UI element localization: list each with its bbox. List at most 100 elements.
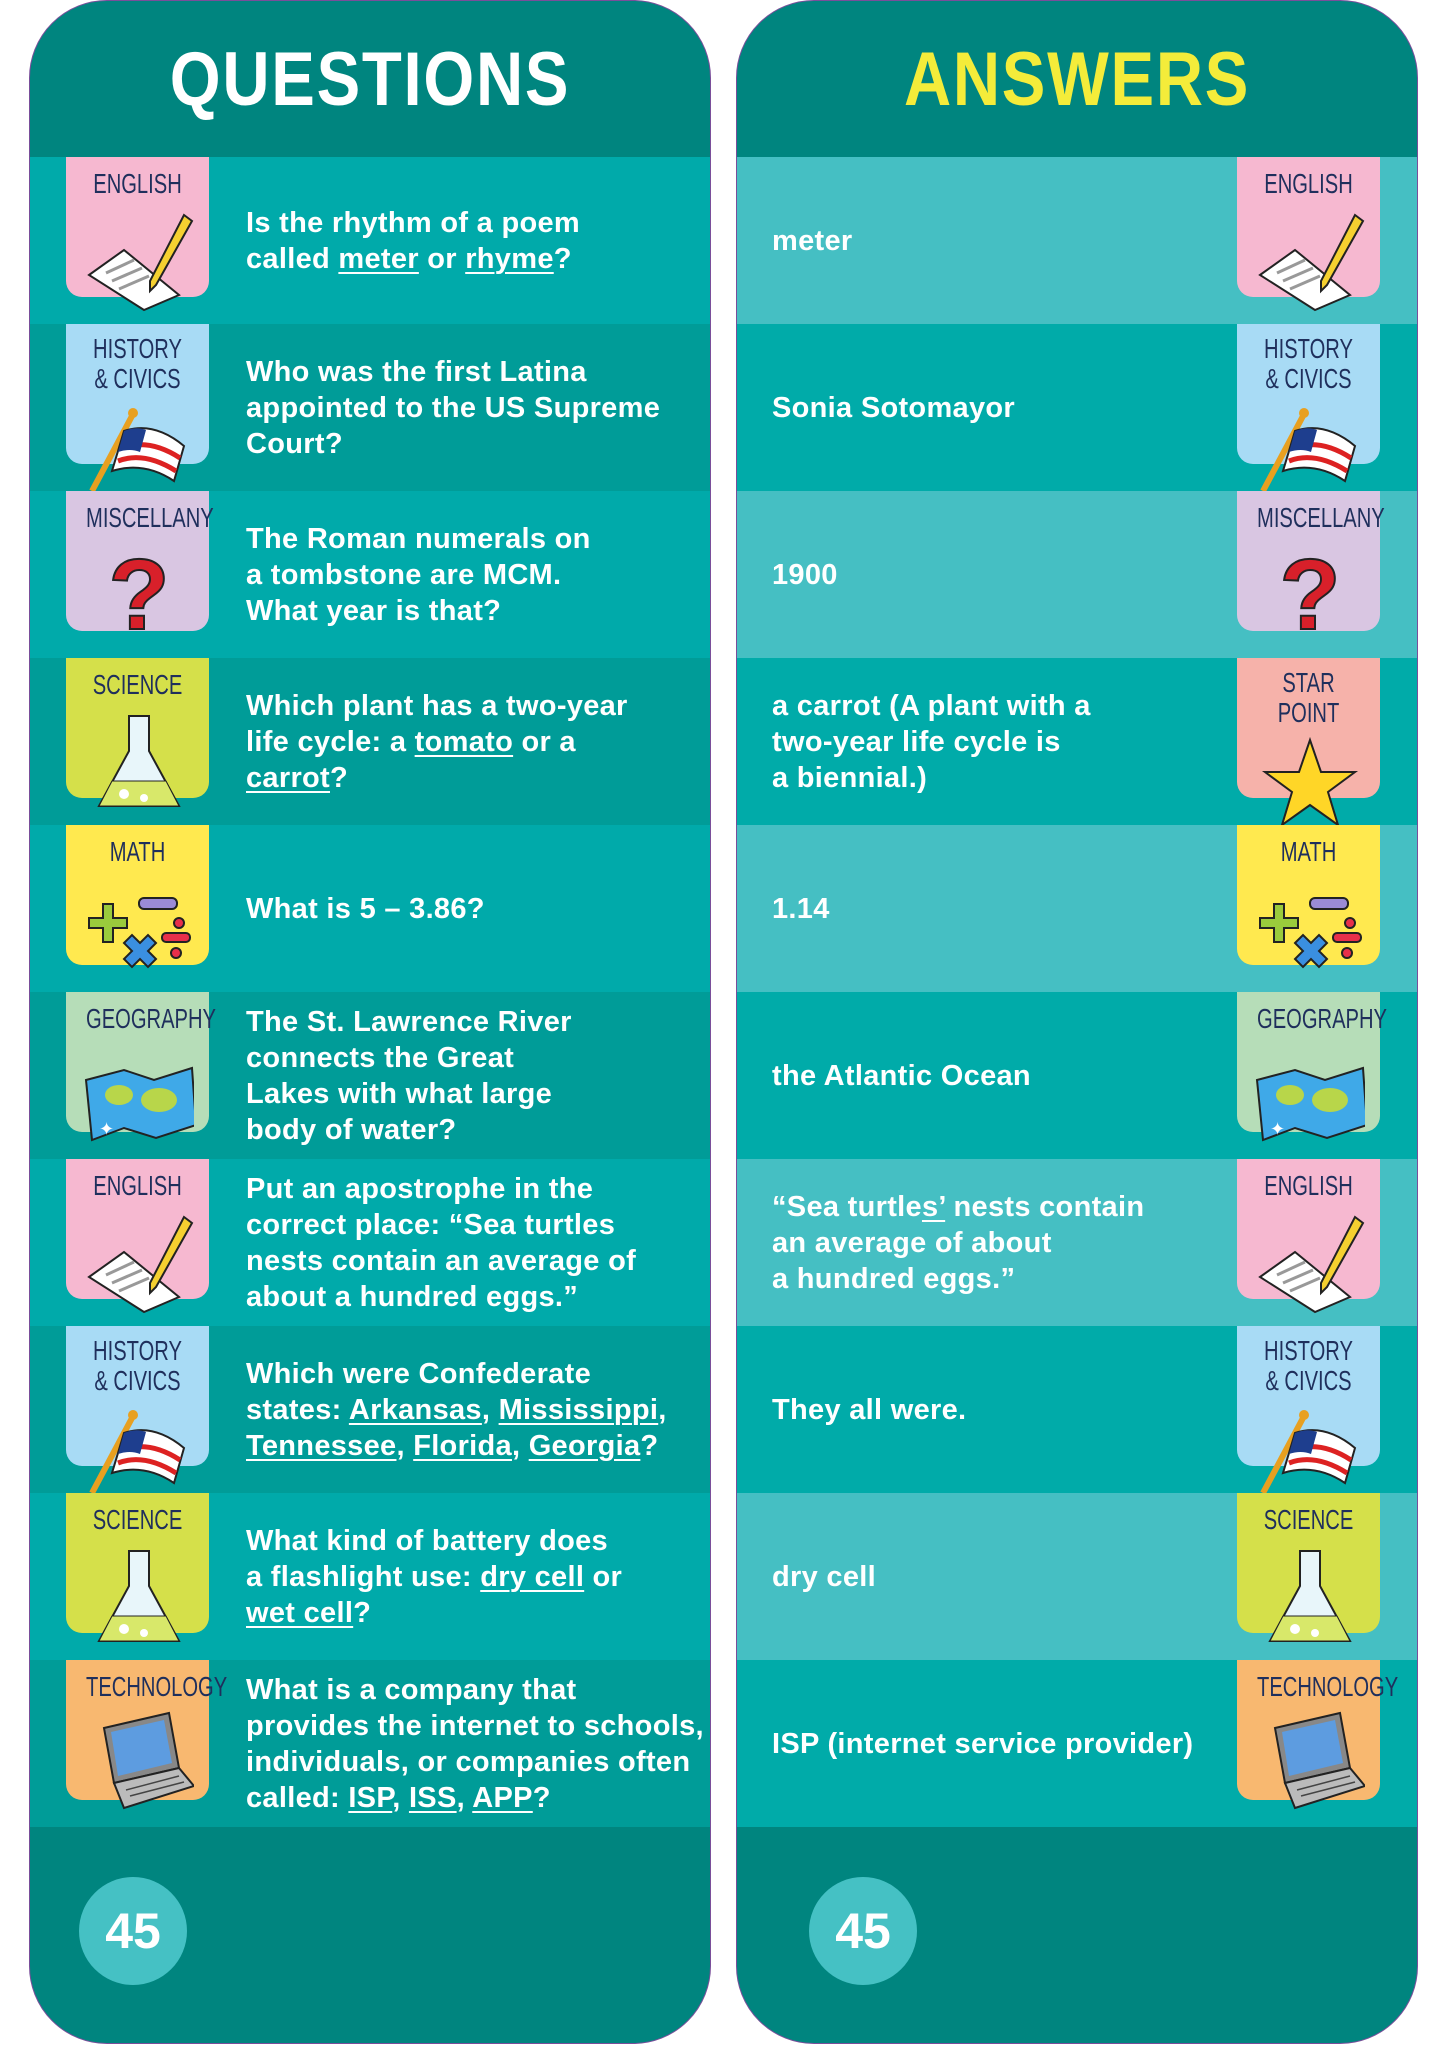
question-row: SCIENCE What kind of battery does a flashl…: [30, 1493, 710, 1660]
answer-row: GEOGRAPHY ✦ the Atlantic Ocean: [737, 992, 1417, 1159]
answer-row: HISTORY & CIVICS They all were.: [737, 1326, 1417, 1495]
category-badge-english: ENGLISH: [1237, 1159, 1380, 1314]
svg-text:✦: ✦: [1270, 1119, 1285, 1139]
answer-text: “Sea turtles’ nests contain an average of…: [772, 1189, 1144, 1297]
star-icon: [1261, 736, 1359, 828]
text-segment: Who was the first Latina: [246, 355, 587, 388]
answer-option: dry cell: [480, 1560, 585, 1593]
text-segment: ,: [392, 1781, 409, 1814]
category-label: HISTORY & CIVICS: [93, 333, 182, 394]
text-segment: life cycle: a: [246, 725, 415, 758]
text-segment: ,: [658, 1393, 667, 1426]
footer: 45: [30, 1827, 710, 2043]
category-label: ENGLISH: [1264, 168, 1353, 199]
text-segment: Sonia Sotomayor: [772, 391, 1015, 424]
world-map-icon: ✦: [1255, 1066, 1365, 1142]
answer-option: ISP: [348, 1781, 393, 1814]
text-segment: a biennial.): [772, 761, 928, 794]
category-label: MATH: [109, 836, 166, 867]
questions-title: QUESTIONS: [169, 36, 571, 122]
text-segment: ,: [511, 1429, 529, 1462]
us-flag-icon: [1260, 408, 1357, 493]
us-flag-icon: [89, 408, 186, 493]
question-row: SCIENCE Which plant has a two-year life cy…: [30, 658, 710, 825]
category-label: HISTORY & CIVICS: [1264, 333, 1353, 394]
text-segment: the Atlantic Ocean: [772, 1059, 1031, 1092]
category-label: SCIENCE: [92, 669, 183, 700]
math-symbols-icon: [1259, 897, 1362, 969]
text-segment: ISP (internet service provider): [772, 1727, 1194, 1760]
text-segment: provides the internet to schools,: [246, 1709, 704, 1742]
answer-option: Mississippi: [498, 1393, 659, 1426]
text-segment: What is a company that: [246, 1673, 577, 1706]
text-segment: Court?: [246, 427, 343, 460]
text-segment: a carrot (A plant with a: [772, 689, 1091, 722]
category-label: GEOGRAPHY: [86, 1003, 216, 1034]
category-badge-history: HISTORY & CIVICS: [66, 324, 209, 493]
text-segment: connects the Great: [246, 1041, 515, 1074]
answer-row: MISCELLANY? 1900: [737, 491, 1417, 658]
text-segment: a hundred eggs.”: [772, 1262, 1016, 1295]
svg-text:✦: ✦: [99, 1119, 114, 1139]
answer-text: They all were.: [772, 1392, 966, 1428]
answer-text: ISP (internet service provider): [772, 1726, 1193, 1762]
category-badge-misc: MISCELLANY?: [1237, 491, 1385, 649]
category-label: ENGLISH: [93, 1170, 182, 1201]
question-text: What is 5 – 3.86?: [246, 891, 485, 927]
question-row: ENGLISH Is the rhythm of a poem called met…: [30, 157, 710, 324]
svg-text:?: ?: [1279, 539, 1340, 649]
category-label: MATH: [1280, 836, 1337, 867]
question-mark-icon: ?: [107, 539, 170, 649]
page-number: 45: [809, 1877, 917, 1985]
text-segment: nests contain an average of: [246, 1244, 637, 1277]
answer-option: Tennessee: [246, 1429, 397, 1462]
answer-row: ENGLISH meter: [737, 157, 1417, 324]
answer-option: ISS: [408, 1781, 457, 1814]
answer-option: APP: [472, 1781, 533, 1814]
questions-card: QUESTIONS ENGLISH Is the rhythm of a poem…: [29, 0, 711, 2044]
text-segment: an average of about: [772, 1226, 1052, 1259]
category-badge-technology: TECHNOLOGY: [1237, 1660, 1399, 1810]
category-label: TECHNOLOGY: [1257, 1671, 1399, 1702]
text-segment: individuals, or companies often: [246, 1745, 691, 1778]
question-text: Who was the first Latina appointed to the…: [246, 354, 660, 462]
text-segment: Put an apostrophe in the: [246, 1172, 594, 1205]
category-badge-history: HISTORY & CIVICS: [66, 1326, 209, 1495]
text-segment: Which were Confederate: [246, 1357, 591, 1390]
question-row: GEOGRAPHY ✦ The St. Lawrence River connects…: [30, 992, 710, 1159]
answers-title: ANSWERS: [903, 36, 1251, 122]
answers-card: ANSWERS ENGLISH meter HISTORY & CIVICS Soni…: [736, 0, 1418, 2044]
category-badge-english: ENGLISH: [66, 1159, 209, 1314]
text-segment: The Roman numerals on: [246, 522, 591, 555]
question-text: Which were Confederate states: Arkansas, …: [246, 1356, 667, 1464]
page-number: 45: [79, 1877, 187, 1985]
text-segment: ?: [553, 242, 572, 275]
question-text: What is a company that provides the inter…: [246, 1672, 704, 1816]
text-segment: 1900: [772, 558, 838, 591]
world-map-icon: ✦: [84, 1066, 194, 1142]
text-segment: correct place: “Sea turtles: [246, 1208, 616, 1241]
answer-option: s’: [921, 1190, 946, 1223]
category-badge-science: SCIENCE: [66, 1493, 209, 1642]
answer-text: 1900: [772, 557, 838, 593]
text-segment: or: [584, 1560, 623, 1593]
category-badge-math: MATH: [1237, 825, 1380, 969]
text-segment: 1.14: [772, 892, 830, 925]
category-badge-technology: TECHNOLOGY: [66, 1660, 227, 1810]
category-label: ENGLISH: [1264, 1170, 1353, 1201]
answer-text: meter: [772, 223, 853, 259]
answer-row: STAR POINT a carrot (A plant with a two-ye…: [737, 658, 1417, 828]
answer-row: MATH 1.14: [737, 825, 1417, 992]
text-segment: “Sea turtle: [772, 1190, 922, 1223]
category-badge-math: MATH: [66, 825, 209, 969]
question-row: MISCELLANY? The Roman numerals on a tombst…: [30, 491, 710, 658]
text-segment: ?: [640, 1429, 659, 1462]
answer-option: wet cell: [246, 1596, 354, 1629]
category-badge-science: SCIENCE: [66, 658, 209, 807]
text-segment: states:: [246, 1393, 349, 1426]
category-label: STAR POINT: [1277, 667, 1340, 728]
question-text: The Roman numerals on a tombstone are MCM…: [246, 521, 591, 629]
text-segment: or: [418, 242, 466, 275]
text-segment: about a hundred eggs.”: [246, 1280, 579, 1313]
question-text: Is the rhythm of a poem called meter or r…: [246, 205, 580, 277]
